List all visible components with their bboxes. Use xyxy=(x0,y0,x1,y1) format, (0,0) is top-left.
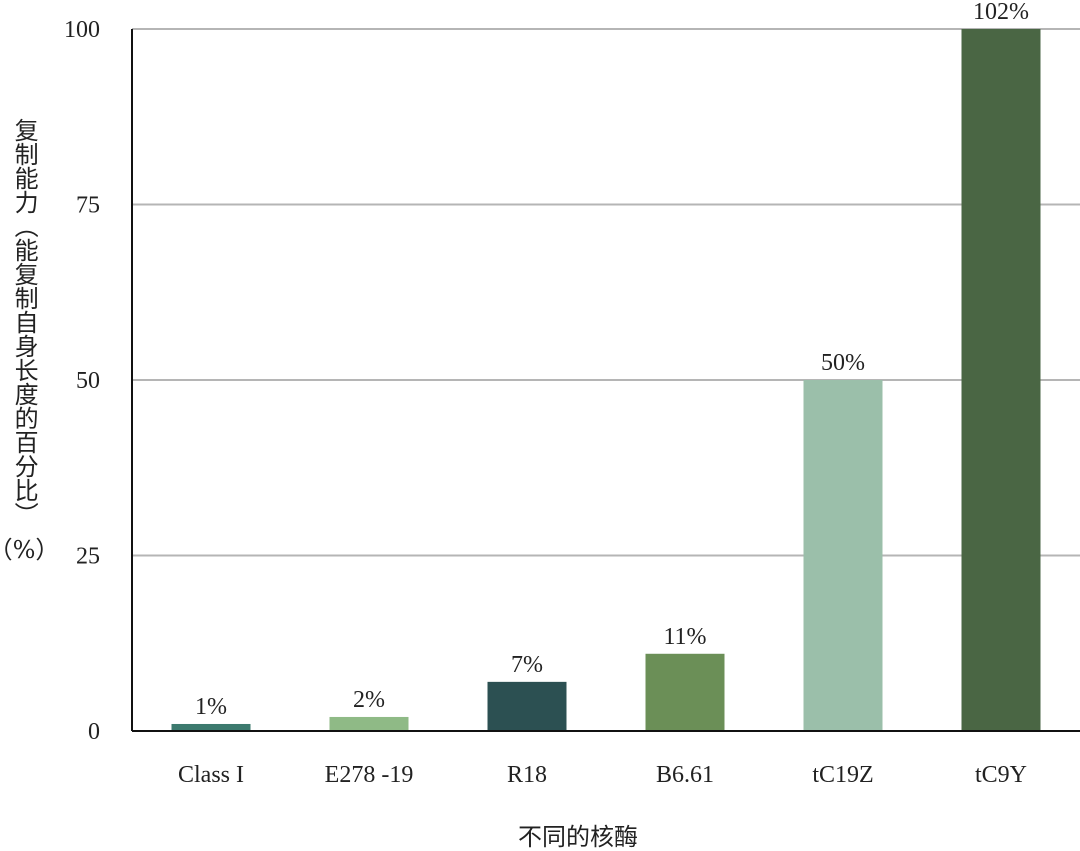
data-label: 2% xyxy=(353,687,385,713)
bar xyxy=(329,716,409,731)
y-tick-label: 75 xyxy=(76,193,100,219)
y-tick-label: 25 xyxy=(76,544,100,570)
x-tick-labels: Class I E278 -19 R18 B6.61 tC19Z tC9Y xyxy=(178,762,1027,788)
x-tick-label: Class I xyxy=(178,762,244,788)
data-label: 1% xyxy=(195,694,227,720)
x-tick-label: R18 xyxy=(507,762,547,788)
bar xyxy=(645,653,725,731)
data-label: 11% xyxy=(663,624,706,650)
bar xyxy=(171,723,251,731)
x-tick-label: tC9Y xyxy=(975,762,1027,788)
x-tick-label: B6.61 xyxy=(656,762,714,788)
y-tick-label: 100 xyxy=(64,17,100,43)
bar xyxy=(961,29,1041,731)
data-label: 7% xyxy=(511,652,543,678)
data-labels: 1% 2% 7% 11% 50% 102% xyxy=(195,0,1029,720)
data-label: 102% xyxy=(973,0,1029,25)
bar xyxy=(487,681,567,731)
x-tick-label: E278 -19 xyxy=(325,762,414,788)
data-label: 50% xyxy=(821,350,865,376)
y-axis-title-text: 复制能力（能复制自身长度的百分比） xyxy=(10,118,39,526)
gridlines xyxy=(132,28,1080,557)
y-tick-label: 50 xyxy=(76,368,100,394)
x-axis-title: 不同的核酶 xyxy=(518,823,638,851)
y-axis-unit: （%） xyxy=(0,536,60,564)
y-axis-title: 复制能力（能复制自身长度的百分比） （%） xyxy=(0,118,59,658)
axes xyxy=(131,29,1080,732)
bars xyxy=(171,29,1041,731)
x-tick-label: tC19Z xyxy=(812,762,873,788)
y-tick-label: 0 xyxy=(88,719,100,745)
bar xyxy=(803,380,883,731)
y-tick-labels: 0 25 50 75 100 xyxy=(64,17,100,745)
